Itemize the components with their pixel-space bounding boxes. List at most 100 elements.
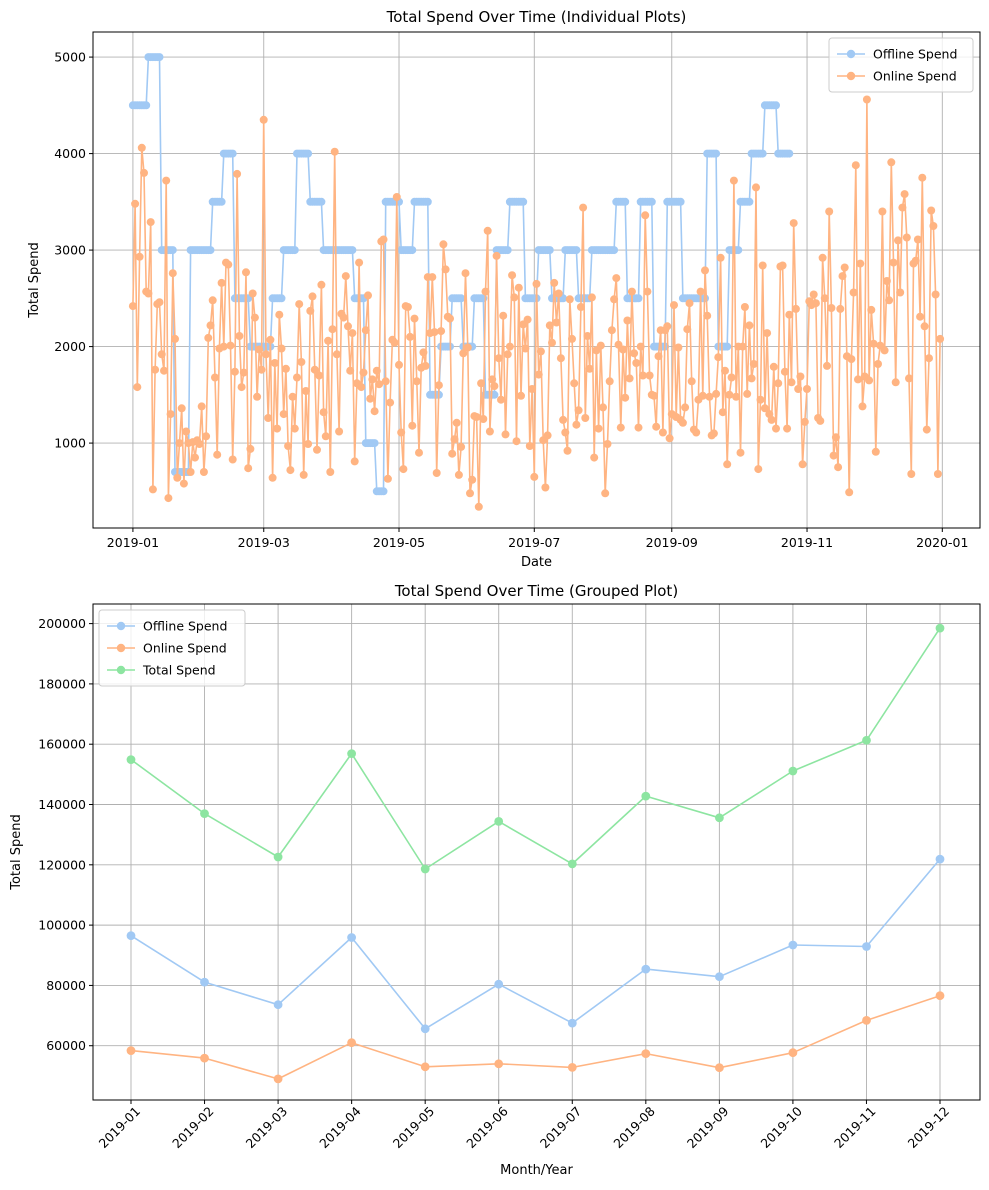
- data-point-online: [317, 280, 326, 289]
- data-point-offline: [734, 246, 743, 255]
- data-point-online: [561, 428, 570, 437]
- data-point-online: [559, 415, 568, 424]
- data-point-online: [896, 288, 905, 297]
- y-tick-label: 140000: [38, 797, 86, 812]
- data-point-online: [783, 424, 792, 433]
- data-point-online: [148, 485, 157, 494]
- data-point-online: [364, 291, 372, 300]
- data-point-total: [715, 813, 724, 823]
- y-axis-label-grouped: Total Spend: [9, 814, 24, 891]
- data-point-online: [645, 371, 654, 380]
- data-point-online: [758, 261, 767, 270]
- data-point-total: [935, 623, 945, 633]
- data-point-online: [887, 158, 896, 167]
- data-point-online: [324, 336, 333, 345]
- data-point-online: [885, 296, 894, 305]
- data-point-online: [461, 269, 470, 278]
- data-point-online: [787, 378, 796, 387]
- data-point-online: [177, 404, 186, 413]
- data-point-total: [641, 791, 651, 801]
- data-point-online: [434, 381, 443, 390]
- data-point-offline: [572, 246, 581, 255]
- data-point-online: [785, 310, 794, 319]
- data-point-online: [621, 393, 630, 402]
- data-point-online: [399, 465, 408, 474]
- data-point-offline: [862, 942, 871, 951]
- data-point-online: [836, 304, 845, 313]
- data-point-online: [335, 427, 344, 436]
- data-point-online: [279, 410, 288, 419]
- data-point-online: [281, 364, 290, 373]
- data-point-online: [510, 293, 519, 302]
- data-point-online: [845, 488, 854, 497]
- data-point-online: [809, 290, 818, 299]
- data-point-online: [186, 468, 195, 476]
- data-point-online: [796, 372, 805, 381]
- data-point-online: [408, 421, 417, 430]
- data-point-online: [501, 430, 510, 439]
- data-point-online: [412, 377, 421, 386]
- data-point-online: [601, 489, 610, 498]
- data-point-online: [905, 374, 913, 383]
- data-point-online: [916, 312, 925, 321]
- data-point-online: [581, 414, 590, 422]
- data-point-online: [803, 385, 811, 393]
- data-point-online: [477, 379, 486, 388]
- data-point-offline: [647, 197, 656, 206]
- data-point-online: [827, 304, 836, 312]
- data-point-total: [200, 809, 209, 818]
- plot-frame-individual: [92, 31, 981, 529]
- data-point-online: [594, 424, 603, 433]
- data-point-online: [406, 332, 415, 341]
- data-point-online: [925, 354, 933, 363]
- data-point-online: [321, 432, 330, 441]
- data-point-online: [350, 457, 359, 466]
- data-point-online: [718, 408, 727, 417]
- data-point-online: [304, 440, 313, 448]
- data-point-online: [811, 299, 820, 308]
- data-point-offline: [503, 246, 512, 255]
- data-point-online: [262, 350, 270, 359]
- data-point-online: [705, 392, 714, 401]
- data-point-online: [160, 366, 168, 375]
- x-tick-label: 2019-01: [96, 1104, 144, 1152]
- data-point-offline: [304, 149, 313, 158]
- data-point-online: [760, 404, 769, 413]
- data-point-online: [246, 444, 255, 453]
- data-point-online: [179, 479, 188, 488]
- data-point-online: [605, 377, 614, 386]
- data-point-online: [503, 350, 512, 359]
- x-tick-label: 2019-03: [238, 535, 290, 550]
- data-point-online: [752, 183, 760, 192]
- data-point-online: [528, 385, 537, 393]
- data-point-online: [195, 440, 204, 448]
- data-point-offline: [676, 197, 685, 206]
- x-tick-label: 2019-04: [316, 1103, 364, 1151]
- x-tick-label: 2019-11: [831, 1104, 879, 1152]
- data-point-online: [459, 349, 468, 358]
- data-point-online: [381, 377, 390, 386]
- y-axis-label-individual: Total Spend: [27, 242, 42, 319]
- data-point-online: [900, 190, 909, 199]
- data-point-online: [450, 435, 459, 444]
- data-point-online: [918, 173, 927, 182]
- data-point-offline: [347, 933, 356, 942]
- legend2-entry: Offline Spend: [143, 619, 227, 634]
- data-point-offline: [423, 197, 432, 206]
- data-point-online: [874, 360, 882, 368]
- x-tick-label: 2019-05: [373, 535, 425, 550]
- data-point-online: [224, 260, 233, 269]
- data-point-offline: [712, 149, 721, 158]
- data-point-online: [392, 193, 401, 201]
- y-tick-label: 5000: [54, 50, 86, 65]
- data-point-online: [341, 272, 350, 281]
- data-point-online: [911, 256, 920, 265]
- y-tick-label: 3000: [54, 243, 86, 258]
- data-point-online: [856, 259, 865, 268]
- x-tick-label: 2019-12: [905, 1104, 953, 1152]
- x-tick-label: 2019-07: [537, 1104, 585, 1152]
- data-point-online: [255, 345, 264, 354]
- data-point-online: [565, 295, 574, 304]
- data-point-online: [206, 321, 215, 330]
- legend1-entry: Offline Spend: [873, 47, 957, 62]
